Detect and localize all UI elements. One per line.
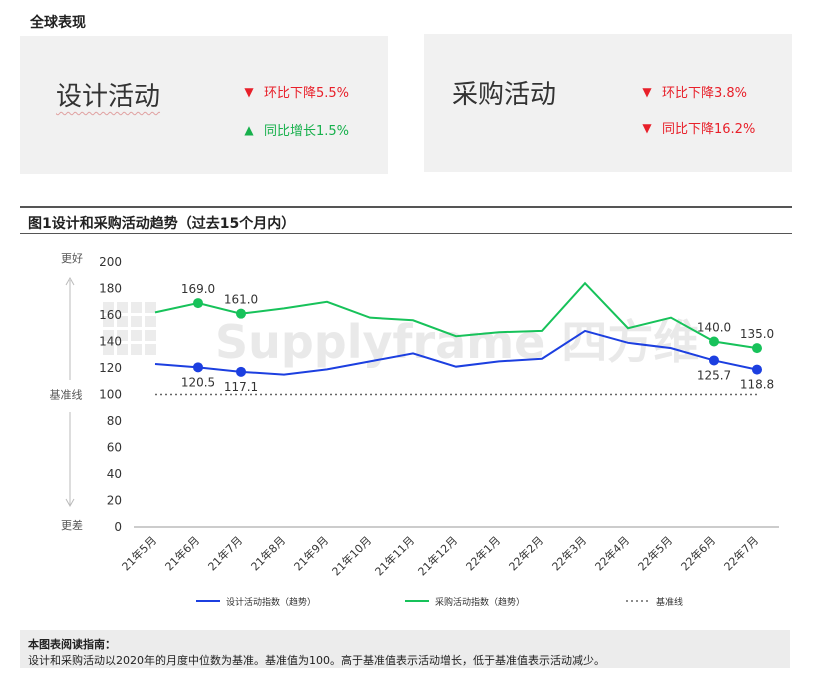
purchase-card-title: 采购活动 <box>452 80 557 110</box>
data-point-marker <box>752 343 762 354</box>
y-tick-label: 180 <box>99 282 122 296</box>
series-line-1 <box>154 281 758 350</box>
data-label: 125.7 <box>697 368 731 382</box>
watermark-logo-block <box>131 302 142 313</box>
x-tick-label: 22年4月 <box>592 533 632 573</box>
purchase-mom-stat: ▼ 环比下降3.8% <box>640 82 748 102</box>
x-tick-label: 22年7月 <box>721 533 761 573</box>
data-point-marker <box>236 308 246 319</box>
y-tick-label: 0 <box>114 520 122 534</box>
purchase-yoy-text: 同比下降16.2% <box>662 122 756 137</box>
x-tick-label: 21年10月 <box>329 533 374 578</box>
x-tick-label: 22年1月 <box>463 533 503 573</box>
down-arrow-icon <box>65 498 75 508</box>
reading-guide-title: 本图表阅读指南： <box>28 638 116 651</box>
watermark-logo-block <box>145 330 156 341</box>
y-tick-label: 80 <box>107 414 122 428</box>
watermark-logo-block <box>103 344 114 355</box>
purchase-mom-text: 环比下降3.8% <box>662 86 748 101</box>
y-tick-label: 160 <box>99 308 122 322</box>
data-label: 120.5 <box>181 375 215 389</box>
x-tick-label: 21年11月 <box>372 533 417 578</box>
data-label: 169.0 <box>181 282 215 296</box>
y-tick-label: 100 <box>99 388 122 402</box>
x-tick-label: 21年5月 <box>119 533 159 573</box>
x-tick-label: 22年2月 <box>506 533 546 573</box>
data-point-marker <box>193 362 203 373</box>
x-tick-label: 22年5月 <box>635 533 675 573</box>
up-arrow-icon <box>65 276 75 286</box>
watermark-logo-block <box>145 302 156 313</box>
design-mom-text: 环比下降5.5% <box>264 86 350 101</box>
design-mom-stat: ▼ 环比下降5.5% <box>242 82 350 102</box>
chart-bottom-rule <box>20 233 792 234</box>
watermark-logo-block <box>145 316 156 327</box>
data-label: 117.1 <box>224 380 258 394</box>
watermark-logo-block <box>117 344 128 355</box>
x-tick-label: 22年6月 <box>678 533 718 573</box>
section-title: 全球表现 <box>30 15 86 31</box>
x-tick-label: 21年6月 <box>162 533 202 573</box>
watermark-logo-block <box>103 330 114 341</box>
watermark-logo-block <box>117 316 128 327</box>
watermark-logo-block <box>103 316 114 327</box>
watermark-logo-block <box>131 330 142 341</box>
axis-annotation-worse: 更差 <box>61 518 83 532</box>
y-tick-label: 200 <box>99 255 122 269</box>
y-tick-label: 20 <box>107 494 122 508</box>
y-tick-label: 140 <box>99 335 122 349</box>
double-chevron-up-icon: ▲ <box>244 122 254 137</box>
reading-guide: 本图表阅读指南： 设计和采购活动以2020年的月度中位数为基准。基准值为100。… <box>20 630 790 668</box>
double-chevron-down-icon: ▼ <box>244 84 254 99</box>
legend-label: 采购活动指数（趋势） <box>435 596 525 608</box>
data-label: 161.0 <box>224 293 258 307</box>
watermark-logo-block <box>103 302 114 313</box>
double-chevron-down-icon: ▼ <box>642 120 652 135</box>
y-tick-label: 60 <box>107 441 122 455</box>
design-yoy-stat: ▲ 同比增长1.5% <box>242 120 350 140</box>
watermark-logo-block <box>117 330 128 341</box>
x-tick-label: 21年8月 <box>248 533 288 573</box>
x-tick-label: 22年3月 <box>549 533 589 573</box>
chart-top-rule <box>20 206 792 208</box>
data-point-marker <box>709 336 719 347</box>
watermark-logo-block <box>131 344 142 355</box>
design-card-title: 设计活动 <box>56 82 161 112</box>
data-point-marker <box>752 364 762 375</box>
purchase-activity-card: 采购活动 ▼ 环比下降3.8% ▼ 同比下降16.2% <box>424 34 792 172</box>
y-tick-label: 120 <box>99 361 122 375</box>
data-label: 118.8 <box>740 378 774 392</box>
reading-guide-text: 设计和采购活动以2020年的月度中位数为基准。基准值为100。高于基准值表示活动… <box>28 654 605 667</box>
trend-line-chart: Supplyframe 四方维 0 20 40 60 80 100 120 140 160 180 2… <box>50 251 779 608</box>
chart-title: 图1设计和采购活动趋势（过去15个月内） <box>28 216 296 232</box>
watermark-text: Supplyframe 四方维 <box>215 315 699 369</box>
legend-label: 基准线 <box>656 596 683 608</box>
watermark-logo-block <box>131 316 142 327</box>
y-tick-label: 40 <box>107 467 122 481</box>
data-point-marker <box>236 366 246 377</box>
axis-annotation-baseline: 基准线 <box>50 388 83 402</box>
watermark-logo-block <box>117 302 128 313</box>
watermark-logo-block <box>145 344 156 355</box>
design-activity-card: 设计活动 ▼ 环比下降5.5% ▲ 同比增长1.5% <box>20 36 388 174</box>
series-line-0 <box>154 329 758 376</box>
axis-annotation-better: 更好 <box>61 251 83 265</box>
legend-label: 设计活动指数（趋势） <box>226 596 316 608</box>
design-yoy-text: 同比增长1.5% <box>264 124 350 139</box>
x-tick-label: 21年12月 <box>415 533 460 578</box>
data-label: 140.0 <box>697 321 731 335</box>
data-label: 135.0 <box>740 327 774 341</box>
data-point-marker <box>193 298 203 309</box>
data-point-marker <box>709 355 719 366</box>
double-chevron-down-icon: ▼ <box>642 84 652 99</box>
x-tick-label: 21年7月 <box>205 533 245 573</box>
x-tick-label: 21年9月 <box>291 533 331 573</box>
purchase-yoy-stat: ▼ 同比下降16.2% <box>640 118 756 138</box>
